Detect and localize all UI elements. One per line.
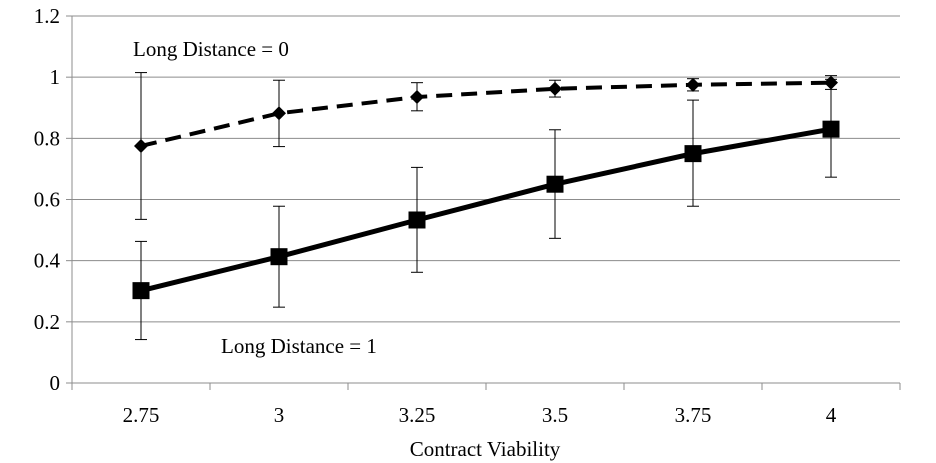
y-tick-label: 0.8 bbox=[34, 126, 60, 150]
x-tick-label: 3.25 bbox=[399, 403, 436, 427]
diamond-marker bbox=[824, 75, 838, 90]
square-marker bbox=[408, 211, 426, 229]
annotation-long-distance-0: Long Distance = 0 bbox=[133, 37, 289, 61]
square-marker bbox=[270, 248, 288, 266]
y-tick-label: 1.2 bbox=[34, 4, 60, 28]
gridlines bbox=[72, 15, 900, 323]
x-tick-labels: 2.75 3 3.25 3.5 3.75 4 bbox=[123, 403, 837, 427]
diamond-marker bbox=[272, 106, 286, 121]
x-tick-label: 3.75 bbox=[675, 403, 712, 427]
y-tick-label: 0.2 bbox=[34, 310, 60, 334]
series-markers bbox=[132, 75, 840, 300]
square-marker bbox=[546, 175, 564, 193]
square-marker bbox=[684, 145, 702, 163]
x-tick-label: 3 bbox=[274, 403, 285, 427]
annotation-long-distance-1: Long Distance = 1 bbox=[221, 334, 377, 358]
x-axis-title: Contract Viability bbox=[410, 437, 561, 461]
x-tick-label: 2.75 bbox=[123, 403, 160, 427]
diamond-marker bbox=[410, 90, 424, 105]
y-tick-label: 0.6 bbox=[34, 188, 60, 212]
x-tick-label: 3.5 bbox=[542, 403, 568, 427]
axes bbox=[66, 15, 901, 390]
y-tick-labels: 0 0.2 0.4 0.6 0.8 1 1.2 bbox=[34, 4, 61, 395]
x-tick-label: 4 bbox=[826, 403, 837, 427]
series-line-0 bbox=[140, 80, 832, 148]
square-marker bbox=[822, 120, 840, 138]
square-marker bbox=[132, 282, 150, 300]
series-line-1 bbox=[140, 126, 832, 294]
y-tick-label: 1 bbox=[50, 65, 61, 89]
y-tick-label: 0 bbox=[50, 371, 61, 395]
error-bars bbox=[135, 72, 837, 341]
y-tick-label: 0.4 bbox=[34, 249, 61, 273]
diamond-marker bbox=[134, 138, 148, 153]
diamond-marker bbox=[548, 81, 562, 96]
diamond-marker bbox=[686, 77, 700, 92]
series-lines bbox=[140, 80, 832, 294]
